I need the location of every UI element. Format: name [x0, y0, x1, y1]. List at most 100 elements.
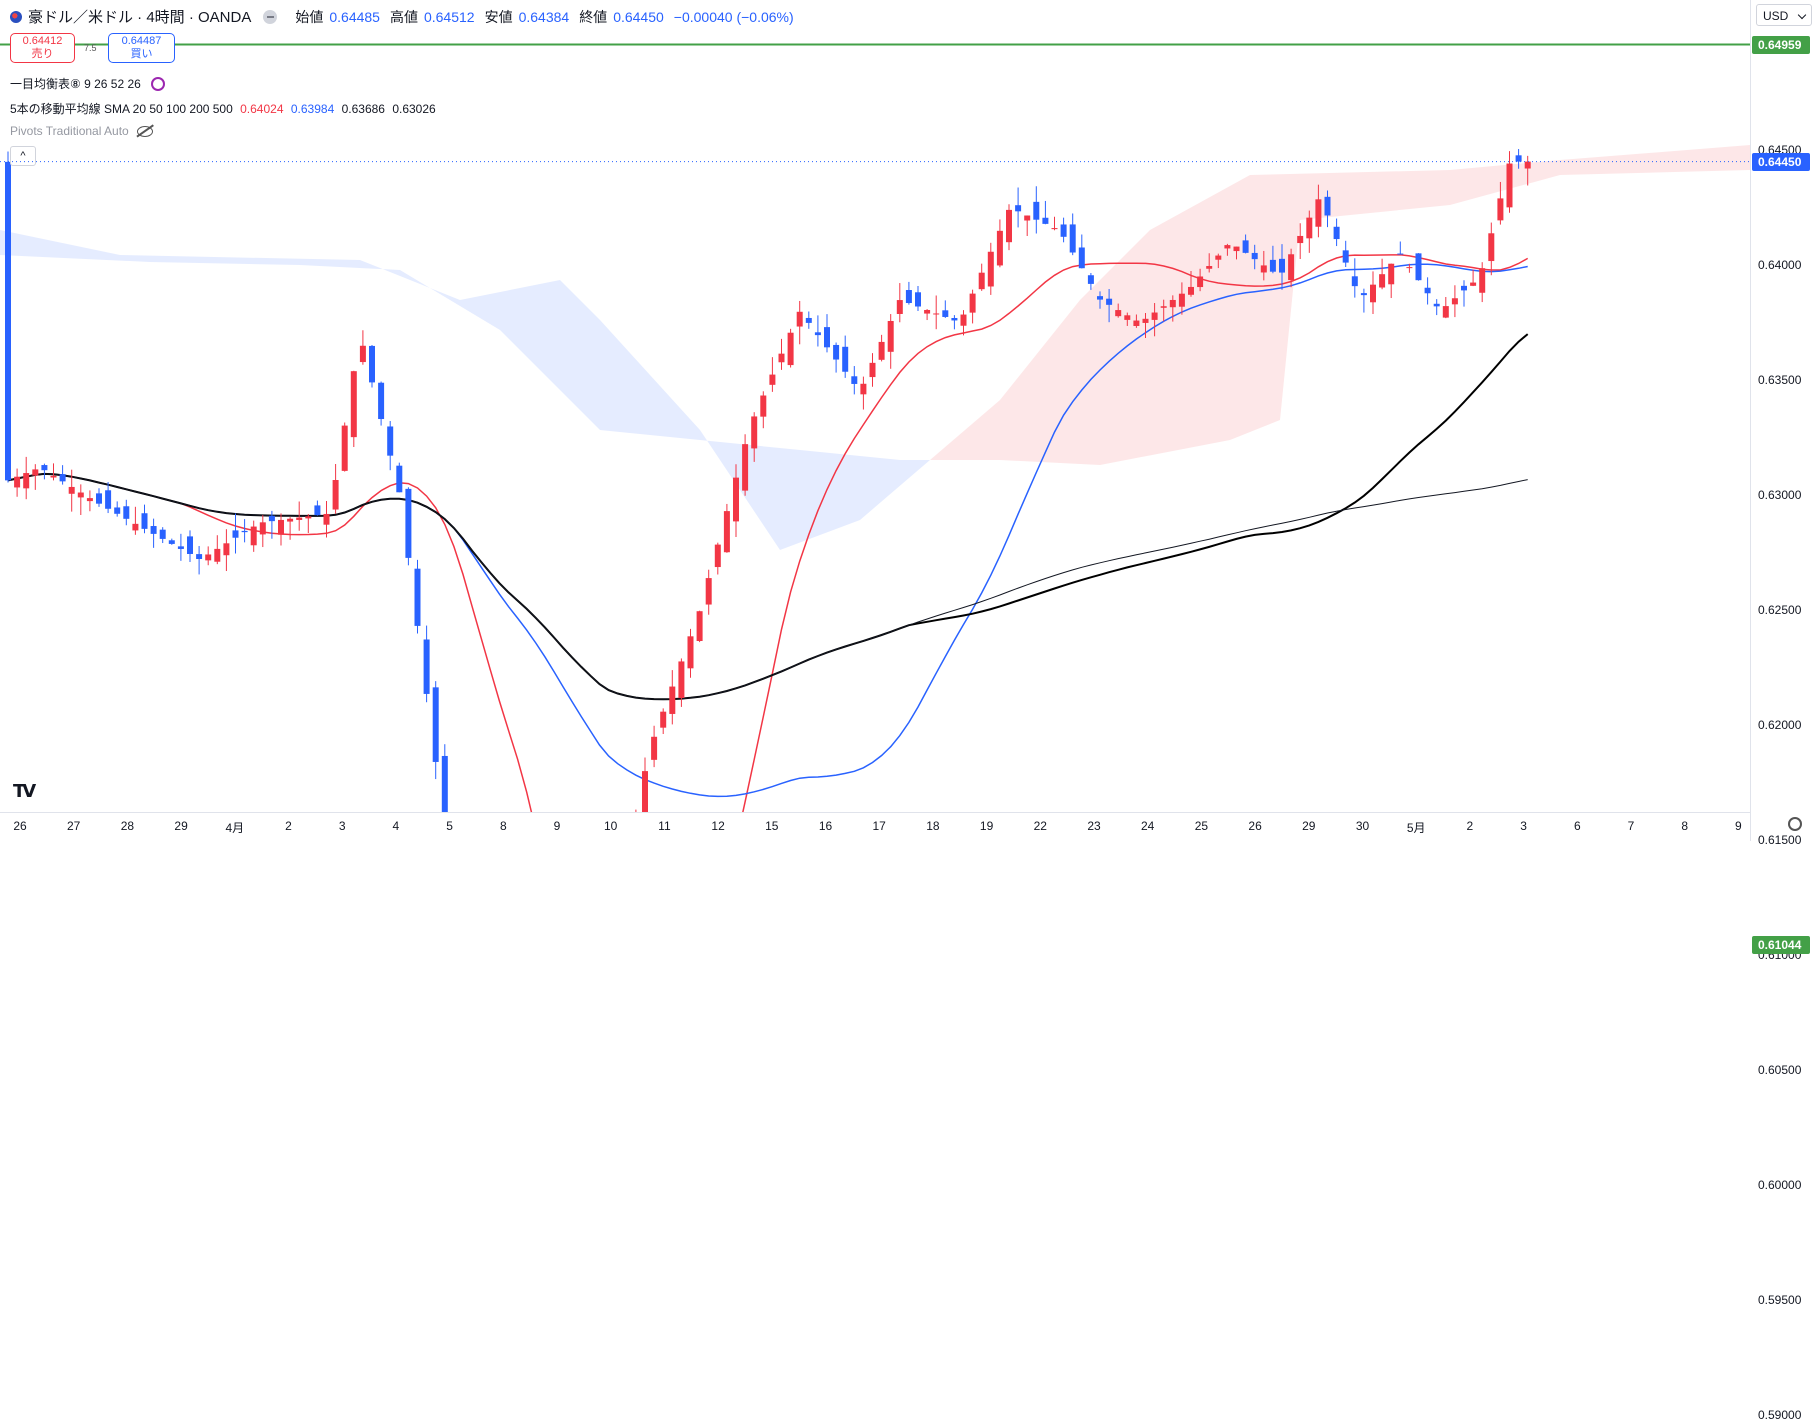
candle-body: [1324, 196, 1331, 216]
candle-body: [1024, 215, 1031, 221]
sma-legend[interactable]: 5本の移動平均線 SMA 20 50 100 200 500 0.64024 0…: [10, 100, 440, 117]
candle-body: [933, 313, 940, 315]
candle-body: [787, 332, 794, 366]
candle-body: [996, 230, 1003, 266]
date-tick-label: 4: [392, 819, 400, 833]
pivots-legend[interactable]: Pivots Traditional Auto: [10, 124, 153, 138]
candle-body: [969, 293, 976, 313]
candle-body: [714, 544, 721, 568]
candle-body: [887, 320, 894, 352]
sell-label: 売り: [31, 48, 54, 60]
sma100-value: 0.63686: [341, 102, 385, 116]
candle-body: [414, 568, 421, 626]
candle-body: [32, 469, 39, 476]
candle-body: [1069, 224, 1076, 253]
settings-gear-icon[interactable]: [1788, 817, 1802, 831]
candle-body: [287, 518, 294, 522]
candle-body: [223, 543, 230, 556]
candle-body: [705, 578, 712, 605]
candle-body: [678, 661, 685, 699]
date-tick-label: 3: [1520, 819, 1527, 833]
candle-body: [842, 346, 849, 372]
horizontal-lines: [0, 43, 1750, 163]
candle-body: [805, 317, 812, 323]
candle-body: [359, 345, 366, 363]
candle-body: [5, 161, 11, 481]
candle-body: [723, 511, 730, 553]
candle-body: [824, 327, 830, 348]
hidden-eye-icon[interactable]: [136, 125, 153, 137]
collapse-legend-icon[interactable]: [263, 9, 278, 24]
candle-body: [1470, 282, 1477, 286]
candle-body: [241, 530, 248, 533]
price-chart[interactable]: [0, 0, 1750, 812]
candle-body: [751, 416, 758, 449]
candle-body: [915, 292, 921, 307]
candle-body: [132, 523, 139, 531]
candle-body: [1160, 306, 1167, 308]
candle-body: [833, 344, 840, 360]
loading-icon: [150, 76, 165, 91]
candle-body: [141, 513, 148, 529]
price-tick-label: 0.61500: [1758, 833, 1802, 848]
candle-body: [232, 530, 239, 538]
candle-body: [387, 426, 394, 456]
candle-body: [1033, 201, 1040, 220]
candle-body: [323, 513, 330, 525]
date-tick-label: 30: [1355, 819, 1370, 833]
candle-body: [924, 309, 931, 314]
buy-button[interactable]: 0.64487 買い: [108, 33, 175, 63]
ichimoku-legend[interactable]: 一目均衡表⑧ 9 26 52 26: [10, 75, 165, 92]
high-value: 0.64512: [423, 8, 475, 25]
candle-body: [405, 488, 412, 558]
sell-button[interactable]: 0.64412 売り: [10, 33, 75, 63]
candle-body: [341, 425, 348, 471]
high-label: 高値: [389, 8, 418, 25]
candle-body: [1415, 253, 1422, 281]
price-axis[interactable]: [1750, 0, 1820, 841]
price-tick-label: 0.60000: [1758, 1178, 1802, 1193]
open-label: 始値: [295, 8, 324, 25]
currency-select[interactable]: USD: [1756, 4, 1812, 26]
candle-body: [423, 639, 430, 694]
candle-body: [1342, 250, 1349, 263]
candle-body: [1406, 267, 1413, 269]
candle-body: [1087, 275, 1094, 284]
symbol-title[interactable]: 豪ドル／米ドル · 4時間 · OANDA: [28, 9, 252, 26]
candle-body: [796, 311, 803, 327]
level-price-tag: 0.61044: [1752, 935, 1810, 954]
candle-body: [942, 310, 949, 317]
candle-body: [1297, 235, 1304, 244]
collapse-indicators-button[interactable]: ^: [10, 146, 36, 166]
candle-body: [1188, 286, 1194, 295]
candle-body: [168, 540, 175, 544]
date-tick-label: 8: [1681, 819, 1689, 833]
candle-body: [23, 473, 30, 489]
candle-body: [123, 506, 130, 519]
time-axis[interactable]: [0, 812, 1750, 842]
sma200-value: 0.63026: [392, 102, 436, 116]
candle-body: [278, 519, 284, 535]
candle-body: [1442, 306, 1449, 318]
candle-body: [878, 341, 885, 360]
candle-body: [441, 755, 448, 812]
date-tick-label: 24: [1141, 819, 1155, 833]
candle-body: [1279, 258, 1285, 273]
candle-body: [314, 505, 321, 516]
candle-body: [214, 548, 221, 562]
candle-body: [177, 546, 184, 549]
candle-body: [187, 536, 193, 554]
candle-body: [205, 554, 212, 561]
date-tick-label: 27: [67, 819, 81, 833]
cloud-bearish: [0, 230, 930, 550]
candle-body: [432, 687, 439, 762]
close-value: 0.64450: [613, 8, 664, 25]
price-tick-label: 0.62000: [1758, 718, 1802, 733]
date-tick-label: 22: [1033, 819, 1047, 833]
date-tick-label: 7: [1627, 819, 1635, 833]
candle-body: [1051, 228, 1058, 230]
date-tick-label: 2: [285, 819, 292, 833]
sma-line: [7, 473, 1528, 700]
candle-body: [114, 507, 121, 514]
candle-body: [851, 376, 858, 384]
